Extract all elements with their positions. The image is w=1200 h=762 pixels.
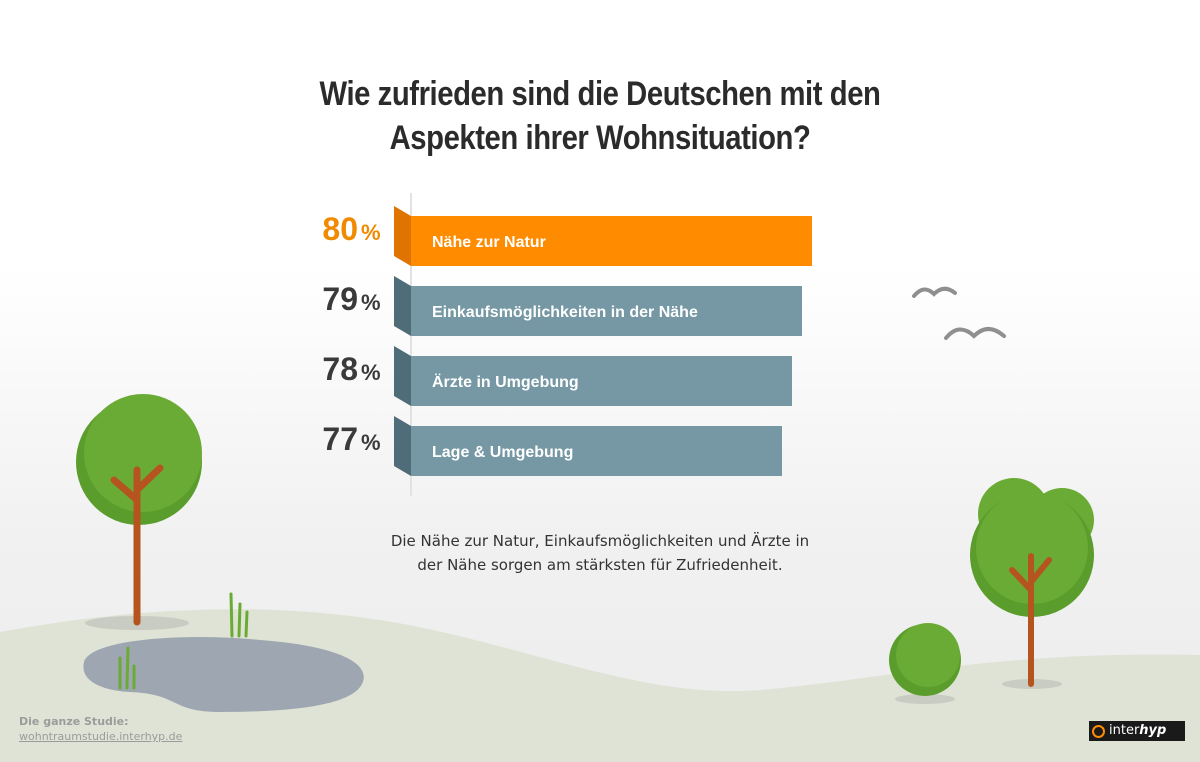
study-link[interactable]: wohntraumstudie.interhyp.de	[19, 730, 183, 743]
bar-fold	[394, 346, 411, 406]
birds	[912, 286, 1006, 340]
chart-caption: Die Nähe zur Natur, Einkaufsmöglichkeite…	[370, 529, 830, 577]
bar-fold	[394, 416, 411, 476]
value-unit: %	[361, 220, 381, 245]
bar	[411, 216, 812, 266]
value-label: 80	[322, 211, 358, 247]
logo-text: interhyp	[1109, 723, 1167, 738]
footer-source: Die ganze Studie: wohntraumstudie.interh…	[19, 714, 182, 744]
bar-fold	[394, 206, 411, 266]
bar	[411, 356, 792, 406]
bar-label: Nähe zur Natur	[432, 234, 546, 251]
logo-ring-icon	[1092, 724, 1105, 738]
caption-line-1: Die Nähe zur Natur, Einkaufsmöglichkeite…	[390, 532, 810, 550]
value-unit: %	[361, 290, 381, 315]
caption-line-2: der Nähe sorgen am stärksten für Zufried…	[417, 556, 783, 574]
value-label: 78	[322, 351, 358, 387]
bars-group: Nähe zur Natur 80 % Einkaufsmöglichkeiten i…	[322, 206, 812, 476]
bar-fold	[394, 276, 411, 336]
left-tree	[76, 394, 202, 626]
bar-label: Lage & Umgebung	[432, 444, 573, 461]
value-unit: %	[361, 360, 381, 385]
title-line-2: Aspekten ihrer Wohnsituation?	[389, 119, 811, 157]
bush	[889, 623, 961, 704]
value-label: 79	[322, 281, 358, 317]
value-label: 77	[322, 421, 358, 457]
right-tree	[970, 478, 1094, 689]
page-title: Wie zufrieden sind die Deutschen mit den…	[256, 72, 944, 160]
bar-label: Ärzte in Umgebung	[432, 373, 579, 391]
bar	[411, 426, 782, 476]
title-line-1: Wie zufrieden sind die Deutschen mit den	[319, 75, 881, 113]
bar	[411, 286, 802, 336]
value-unit: %	[361, 430, 381, 455]
pond	[83, 636, 364, 712]
interhyp-logo: interhyp	[1089, 721, 1185, 741]
study-label: Die ganze Studie:	[19, 715, 129, 728]
bar-label: Einkaufsmöglichkeiten in der Nähe	[432, 304, 698, 321]
grass-tuft	[118, 592, 249, 690]
